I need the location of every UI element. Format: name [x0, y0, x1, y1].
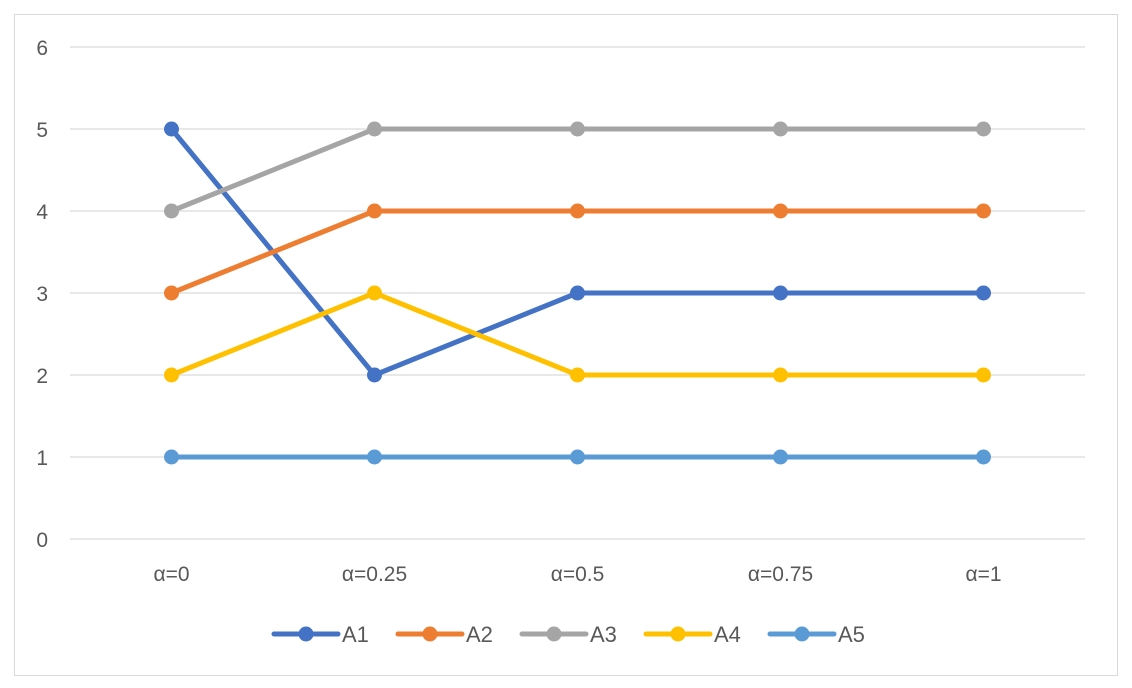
y-tick-label: 1 [36, 447, 48, 470]
y-axis-ticks: 0 1 2 3 4 5 6 [36, 37, 48, 552]
series-a5 [164, 449, 991, 465]
legend-label: A4 [714, 622, 741, 647]
legend-item-a2: A2 [395, 622, 493, 647]
data-point [773, 121, 788, 137]
legend-label: A3 [590, 622, 617, 647]
legend-marker [546, 626, 562, 642]
data-point [367, 285, 382, 301]
x-tick-label: α=0 [153, 563, 189, 586]
legend-item-a5: A5 [767, 622, 865, 647]
chart-frame [14, 14, 1118, 676]
y-tick-label: 2 [36, 365, 48, 388]
x-tick-label: α=0.25 [342, 563, 407, 586]
data-point [367, 449, 382, 465]
data-point [976, 285, 991, 301]
series-a1 [164, 121, 991, 383]
legend-marker [298, 626, 314, 642]
data-point [164, 449, 179, 465]
data-point [773, 203, 788, 219]
legend-marker [422, 626, 438, 642]
data-point [976, 367, 991, 383]
data-point [164, 121, 179, 137]
y-tick-label: 4 [36, 201, 48, 224]
data-point [164, 367, 179, 383]
x-axis-ticks: α=0 α=0.25 α=0.5 α=0.75 α=1 [153, 563, 1001, 586]
data-point [367, 203, 382, 219]
data-point [976, 449, 991, 465]
data-point [773, 367, 788, 383]
legend-item-a4: A4 [643, 622, 741, 647]
y-tick-label: 6 [36, 37, 48, 60]
data-point [570, 121, 585, 137]
y-tick-label: 0 [36, 529, 48, 552]
data-point [570, 203, 585, 219]
data-point [976, 203, 991, 219]
series-a4 [164, 285, 991, 383]
x-tick-label: α=1 [965, 563, 1001, 586]
legend-label: A1 [342, 622, 369, 647]
series-a3 [164, 121, 991, 219]
series-line-a3 [169, 126, 986, 214]
data-point [773, 449, 788, 465]
series-layer [164, 121, 991, 465]
legend: A1 A2 A3 A4 A5 [271, 622, 865, 647]
legend-item-a3: A3 [519, 622, 617, 647]
data-point [367, 121, 382, 137]
y-tick-label: 5 [36, 119, 48, 142]
series-line-a1 [169, 126, 986, 378]
data-point [164, 285, 179, 301]
series-line-a2 [169, 208, 986, 296]
legend-label: A5 [838, 622, 865, 647]
data-point [976, 121, 991, 137]
x-tick-label: α=0.5 [551, 563, 605, 586]
series-line-a4 [169, 290, 986, 378]
legend-label: A2 [466, 622, 493, 647]
data-point [164, 203, 179, 219]
data-point [570, 449, 585, 465]
legend-marker [670, 626, 686, 642]
y-tick-label: 3 [36, 283, 48, 306]
legend-marker [794, 626, 810, 642]
legend-item-a1: A1 [271, 622, 369, 647]
x-tick-label: α=0.75 [748, 563, 813, 586]
data-point [773, 285, 788, 301]
data-point [367, 367, 382, 383]
data-point [570, 285, 585, 301]
data-point [570, 367, 585, 383]
series-a2 [164, 203, 991, 301]
